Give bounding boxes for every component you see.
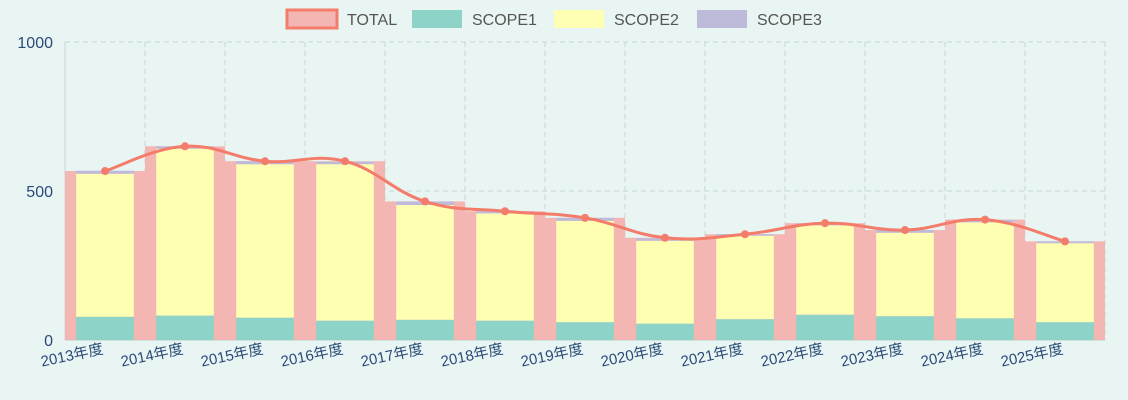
scope1-bar [636,323,694,340]
x-tick-label: 2022年度 [759,341,825,371]
legend-swatch [412,10,462,28]
legend[interactable]: TOTAL SCOPE1 SCOPE2 SCOPE3 [285,8,822,30]
scope2-bar [1036,243,1094,323]
legend-swatch [554,10,604,28]
legend-swatch [285,8,339,30]
scope1-bar [156,315,214,340]
scope2-bar [716,235,774,320]
scope1-bar [76,316,134,340]
scope2-bar [316,164,374,321]
total-point [581,213,589,222]
legend-label: SCOPE3 [757,12,822,29]
total-point [981,215,989,224]
scope1-bar [796,314,854,340]
legend-item-scope2[interactable]: SCOPE2 [554,10,679,29]
x-tick-label: 2015年度 [199,341,265,371]
y-tick-label: 0 [44,333,53,350]
total-point [501,207,509,216]
x-tick-label: 2020年度 [599,341,665,371]
x-tick-label: 2025年度 [999,341,1065,371]
scope2-bar [636,240,694,324]
scope2-bar [76,173,134,317]
legend-swatch [697,10,747,28]
legend-label: SCOPE1 [472,12,537,29]
total-point [101,167,109,176]
total-point [261,157,269,166]
x-tick-label: 2024年度 [919,341,985,371]
scope2-bar [796,225,854,315]
total-point [821,219,829,228]
scope1-bar [396,319,454,340]
scope2-bar [476,213,534,321]
legend-label: SCOPE2 [614,12,679,29]
total-point [661,233,669,242]
x-tick-label: 2014年度 [119,341,185,371]
scope2-bar [876,232,934,317]
scope2-bar [956,222,1014,319]
scope1-bar [1036,322,1094,340]
x-tick-label: 2019年度 [519,341,585,371]
scope1-bar [476,320,534,340]
scope1-bar [716,319,774,340]
scope2-bar [156,148,214,316]
legend-item-total[interactable]: TOTAL [285,8,397,30]
x-tick-label: 2021年度 [679,341,745,371]
total-point [341,157,349,166]
x-tick-label: 2016年度 [279,341,345,371]
total-point [901,226,909,235]
legend-item-scope1[interactable]: SCOPE1 [412,10,537,29]
legend-item-scope3[interactable]: SCOPE3 [697,10,822,29]
total-point [421,197,429,206]
scope1-bar [876,316,934,340]
total-line [101,142,1069,246]
total-point [1061,237,1069,246]
legend-label: TOTAL [347,12,397,29]
scope1-bar [236,317,294,340]
y-tick-label: 500 [26,184,53,201]
total-point [741,230,749,239]
scope2-bar [556,220,614,323]
scope2-bar [396,205,454,320]
x-tick-label: 2023年度 [839,341,905,371]
total-point [181,142,189,151]
scope1-bar [316,320,374,340]
x-tick-label: 2018年度 [439,341,505,371]
scope1-bar [956,318,1014,340]
x-tick-label: 2017年度 [359,341,425,371]
scope2-bar [236,164,294,318]
scope1-bar [556,322,614,340]
y-tick-label: 1000 [17,35,53,52]
